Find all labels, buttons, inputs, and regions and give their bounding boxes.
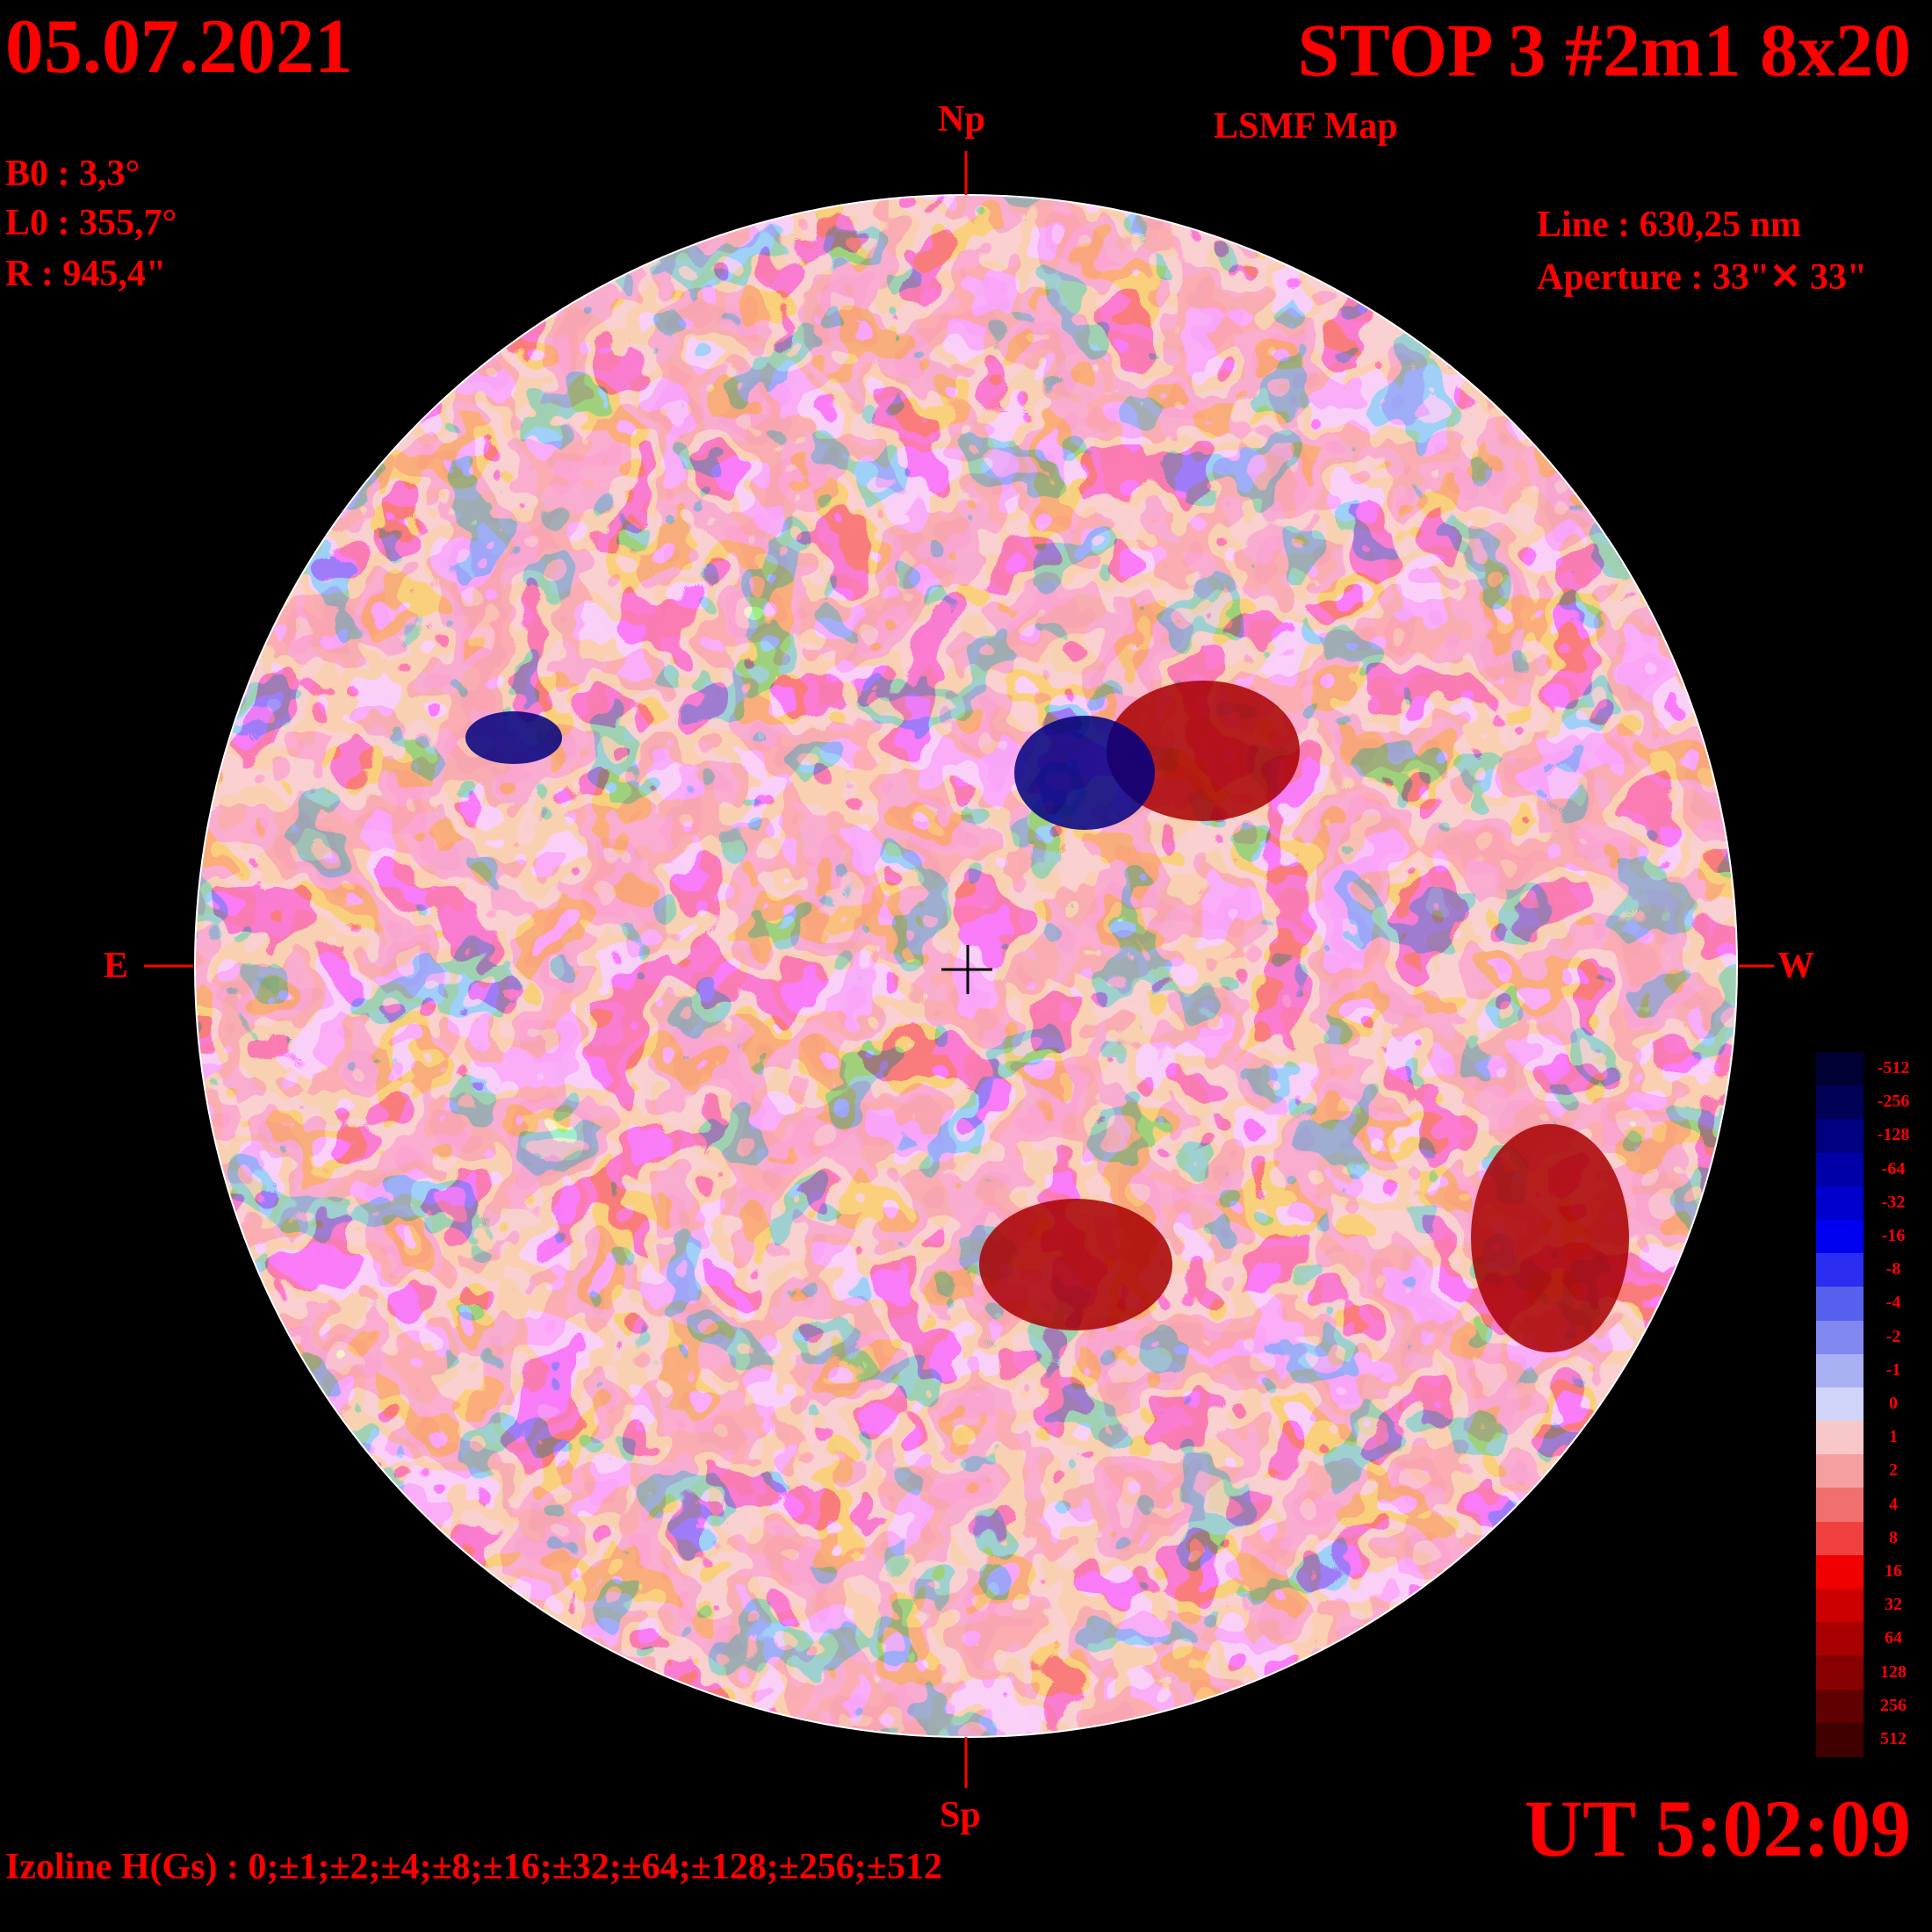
isoline-levels: Izoline H(Gs) : 0;±1;±2;±4;±8;±16;±32;±6…	[5, 1847, 942, 1887]
legend-swatch	[1816, 1521, 1864, 1556]
legend-swatch	[1816, 1287, 1864, 1322]
legend-tick-label: 128	[1880, 1662, 1907, 1682]
param-b0: B0 : 3,3°	[5, 154, 141, 194]
solar-disk	[195, 195, 1737, 1737]
legend-tick-label: 1	[1889, 1427, 1898, 1447]
strong-field-region	[1107, 681, 1300, 821]
legend-swatch	[1816, 1488, 1864, 1523]
param-l0: L0 : 355,7°	[5, 203, 177, 243]
legend-tick-label: -2	[1885, 1326, 1901, 1346]
universal-time: UT 5:02:09	[1524, 1784, 1911, 1873]
legend-tick-label: 64	[1885, 1628, 1902, 1648]
legend-tick-label: -1	[1885, 1359, 1901, 1380]
legend-swatch	[1816, 1689, 1864, 1724]
legend-tick-label: 0	[1889, 1394, 1898, 1413]
legend-tick-label: 4	[1889, 1494, 1898, 1514]
legend-tick-label: 32	[1885, 1595, 1902, 1615]
legend-tick-label: -32	[1881, 1192, 1906, 1212]
legend-swatch	[1816, 1421, 1864, 1456]
legend-tick-label: 2	[1889, 1460, 1898, 1481]
legend-swatch	[1816, 1622, 1864, 1657]
legend-tick-label: -64	[1881, 1158, 1906, 1179]
legend-swatch	[1816, 1085, 1864, 1121]
axis-ticks	[144, 151, 1774, 1788]
param-radius: R : 945,4"	[5, 254, 167, 294]
legend-tick-label: -16	[1881, 1226, 1906, 1246]
legend-swatch	[1816, 1387, 1864, 1423]
legend-swatch	[1816, 1219, 1864, 1255]
legend-swatch	[1816, 1052, 1864, 1087]
direction-south: Sp	[940, 1795, 981, 1835]
legend-swatch	[1816, 1186, 1864, 1221]
legend-tick-label: -256	[1877, 1092, 1910, 1112]
legend-tick-label: -128	[1877, 1125, 1910, 1145]
legend-tick-label: -8	[1885, 1259, 1901, 1280]
legend-tick-label: 256	[1880, 1695, 1907, 1715]
observation-date: 05.07.2021	[5, 4, 353, 90]
map-title: STOP 3 #2m1 8x20	[1297, 8, 1911, 92]
center-crosshair	[941, 945, 992, 994]
legend-swatch	[1816, 1655, 1864, 1690]
legend-swatch	[1816, 1253, 1864, 1288]
legend-swatch	[1816, 1589, 1864, 1624]
legend-tick-label: -512	[1877, 1058, 1910, 1078]
legend-tick-label: 8	[1889, 1527, 1898, 1547]
legend-tick-label: 512	[1880, 1728, 1907, 1748]
map-subtitle: LSMF Map	[1214, 106, 1398, 147]
legend-swatch	[1816, 1320, 1864, 1355]
strong-field-region	[979, 1199, 1172, 1330]
legend-swatch	[1816, 1119, 1864, 1154]
strong-field-region	[1471, 1124, 1629, 1352]
legend-tick-label: 16	[1885, 1561, 1902, 1581]
legend-swatch	[1816, 1554, 1864, 1590]
legend-tick-label: -4	[1885, 1293, 1901, 1313]
color-legend	[1816, 1052, 1864, 1757]
spectral-line: Line : 630,25 nm	[1537, 205, 1802, 245]
legend-swatch	[1816, 1152, 1864, 1187]
legend-swatch	[1816, 1353, 1864, 1388]
direction-east: E	[104, 946, 129, 986]
strong-field-region	[465, 711, 562, 764]
legend-swatch	[1816, 1722, 1864, 1757]
direction-north: Np	[938, 99, 985, 140]
legend-swatch	[1816, 1454, 1864, 1489]
strong-field-region	[1014, 716, 1155, 830]
aperture: Aperture : 33"✕ 33"	[1537, 257, 1868, 298]
direction-west: W	[1777, 946, 1814, 986]
